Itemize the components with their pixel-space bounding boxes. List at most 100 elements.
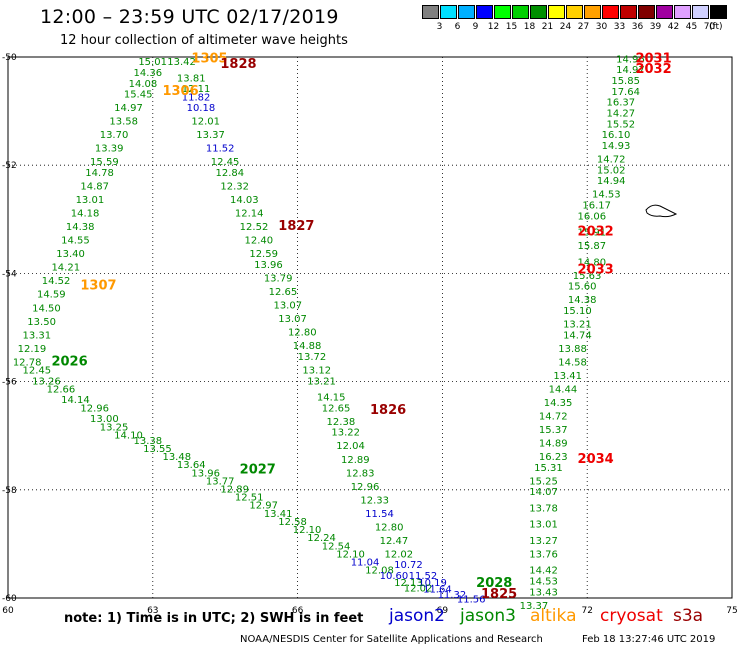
y-tick-label: -52 [2, 161, 17, 171]
swh-value: 13.07 [273, 301, 302, 312]
swh-value: 14.38 [66, 222, 95, 233]
swh-value: 13.72 [298, 352, 327, 363]
map-title: 12:00 – 23:59 UTC 02/17/2019 [40, 6, 339, 28]
swh-value: 11.04 [351, 558, 380, 569]
swh-value: 14.08 [129, 79, 158, 90]
legend-label: 39 [649, 22, 662, 32]
swh-value: 14.72 [597, 154, 626, 165]
swh-value: 14.03 [230, 195, 259, 206]
swh-value: 16.06 [578, 211, 607, 222]
pass-time-label: 2032 [635, 62, 671, 77]
swh-value: 14.36 [133, 68, 162, 79]
swh-value: 14.18 [71, 209, 100, 220]
swh-value: 16.10 [602, 130, 631, 141]
y-tick-label: -56 [2, 378, 17, 388]
legend-label: 6 [454, 22, 461, 32]
swh-value: 13.81 [177, 73, 206, 84]
swh-value: 12.89 [220, 485, 249, 496]
swh-value: 12.45 [22, 365, 51, 376]
swh-value: 10.60 [380, 571, 409, 582]
swh-value: 11.52 [409, 571, 438, 582]
swh-value: 15.91 [578, 228, 607, 239]
swh-value: 14.89 [539, 439, 568, 450]
pass-time-label: 1828 [220, 57, 256, 72]
swh-value: 12.19 [18, 344, 47, 355]
swh-value: 16.37 [607, 98, 636, 109]
swh-value: 17.64 [611, 87, 640, 98]
x-tick-label: 66 [292, 606, 304, 616]
swh-value: 13.12 [302, 365, 331, 376]
legend-label: 33 [613, 22, 626, 32]
swh-value: 14.14 [61, 395, 90, 406]
pass-time-label: 2026 [51, 354, 87, 369]
swh-value: 15.01 [138, 57, 167, 68]
swh-value: 10.72 [394, 560, 423, 571]
swh-value: 13.31 [22, 330, 51, 341]
swh-value: 14.78 [85, 168, 114, 179]
legend-swatch [602, 5, 619, 19]
swh-value: 12.89 [341, 455, 370, 466]
swh-value: 11.56 [457, 594, 486, 605]
legend-swatch [674, 5, 691, 19]
swh-value: 13.50 [27, 317, 56, 328]
swh-value: 14.55 [61, 236, 90, 247]
swh-value: 13.37 [520, 601, 549, 612]
swh-value: 13.78 [529, 503, 558, 514]
swh-value: 12.96 [351, 482, 380, 493]
swh-value: 14.21 [51, 263, 80, 274]
pass-time-label: 2033 [578, 262, 614, 277]
sat-legend-altika: altika [530, 606, 577, 626]
timestamp: Feb 18 13:27:46 UTC 2019 [582, 634, 716, 645]
swh-value: 12.04 [336, 441, 365, 452]
swh-value: 14.96 [616, 54, 645, 65]
pass-time-label: 1827 [278, 219, 314, 234]
swh-value: 12.66 [47, 384, 76, 395]
swh-value: 12.01 [191, 117, 220, 128]
swh-value: 11.82 [182, 92, 211, 103]
swh-value: 15.45 [124, 90, 153, 101]
swh-value: 12.51 [235, 493, 264, 504]
swh-value: 12.32 [220, 182, 249, 193]
swh-value: 14.35 [544, 398, 573, 409]
swh-value: 15.37 [539, 425, 568, 436]
legend-swatch [710, 5, 727, 19]
swh-value: 14.10 [114, 430, 143, 441]
pass-time-label: 1307 [80, 279, 116, 294]
swh-value: 14.80 [578, 257, 607, 268]
swh-value: 13.40 [56, 249, 85, 260]
swh-value: 12.11 [182, 84, 211, 95]
credit-line: NOAA/NESDIS Center for Satellite Applica… [240, 634, 543, 645]
swh-value: 13.70 [100, 130, 129, 141]
swh-value: 12.47 [380, 536, 409, 547]
swh-value: 12.13 [394, 578, 423, 589]
map-subtitle: 12 hour collection of altimeter wave hei… [60, 33, 348, 48]
swh-value: 12.96 [80, 403, 109, 414]
swh-value: 15.59 [90, 157, 119, 168]
swh-value: 13.25 [100, 422, 129, 433]
swh-value: 11.54 [365, 509, 394, 520]
x-tick-label: 60 [2, 606, 14, 616]
legend-label: 27 [577, 22, 590, 32]
swh-value: 13.96 [191, 468, 220, 479]
pass-time-label: 2034 [578, 452, 614, 467]
swh-value: 13.22 [331, 428, 360, 439]
swh-value: 12.02 [404, 584, 433, 595]
swh-value: 14.50 [32, 303, 61, 314]
legend-label: 3 [436, 22, 443, 32]
legend-swatch [422, 5, 439, 19]
swh-value: 12.80 [375, 522, 404, 533]
y-tick-label: -58 [2, 486, 17, 496]
legend-swatch [458, 5, 475, 19]
swh-value: 16.17 [582, 200, 611, 211]
swh-value: 13.88 [558, 344, 587, 355]
swh-value: 12.80 [288, 328, 317, 339]
legend-label: 12 [487, 22, 500, 32]
legend-swatch [476, 5, 493, 19]
legend-label: 30 [595, 22, 608, 32]
swh-value: 14.44 [549, 384, 578, 395]
swh-value: 15.31 [534, 463, 563, 474]
legend-label: 70 [703, 22, 716, 32]
swh-value: 12.83 [346, 468, 375, 479]
legend-swatch [638, 5, 655, 19]
swh-value: 13.41 [553, 371, 582, 382]
